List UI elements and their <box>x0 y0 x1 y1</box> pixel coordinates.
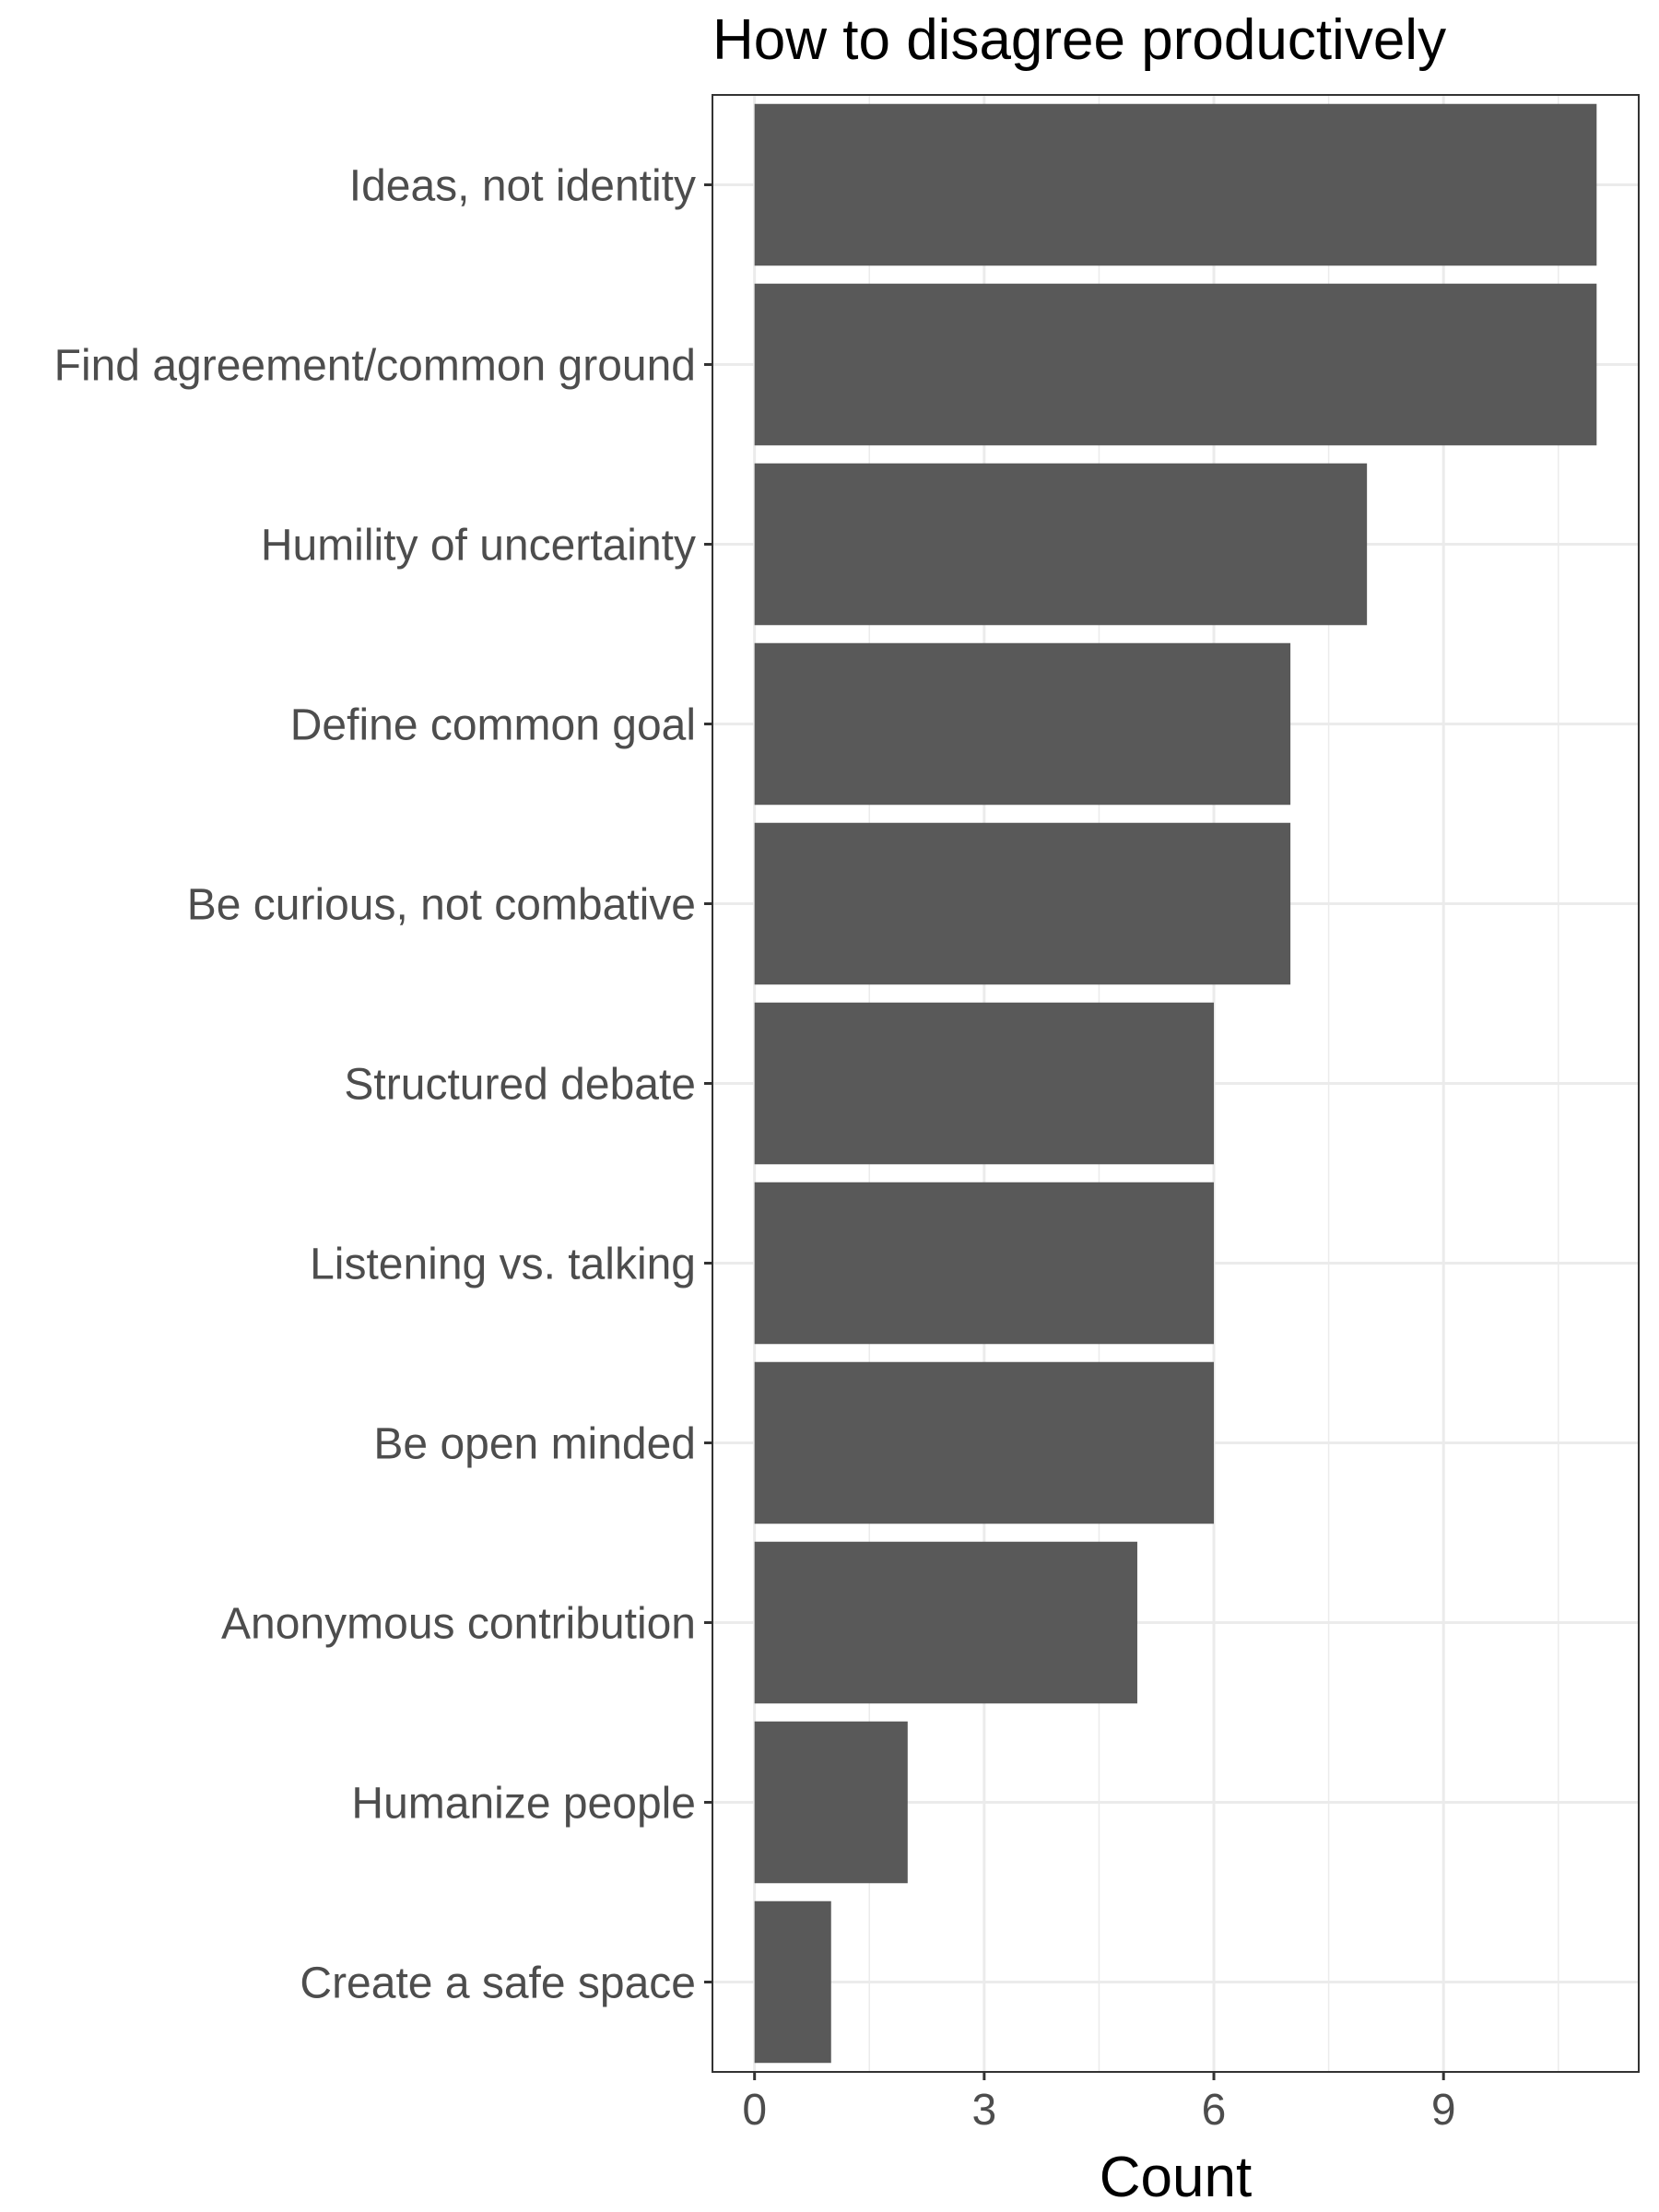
y-tick-label: Find agreement/common ground <box>54 342 696 391</box>
bar-anonymous-contribution <box>754 1541 1137 1704</box>
bar-be-open-minded <box>754 1361 1215 1524</box>
y-tick-label: Anonymous contribution <box>221 1600 696 1649</box>
bar-be-curious-not-combative <box>754 822 1291 985</box>
bar-listening-vs-talking <box>754 1182 1215 1345</box>
y-tick-label: Humility of uncertainty <box>261 522 696 571</box>
bar-define-common-goal <box>754 642 1291 806</box>
bar-structured-debate <box>754 1002 1215 1165</box>
x-axis-title: Count <box>1100 2146 1252 2209</box>
bar-humility-of-uncertainty <box>754 463 1368 626</box>
y-tick-label: Create a safe space <box>300 1959 696 2008</box>
y-tick-label: Listening vs. talking <box>310 1241 696 1289</box>
y-tick-label: Be open minded <box>373 1420 696 1469</box>
x-axis-ticks: 0 3 6 9 <box>742 2072 1456 2135</box>
y-axis-ticks: Ideas, not identity Find agreement/common… <box>54 162 712 2008</box>
y-tick-label: Be curious, not combative <box>187 881 696 930</box>
chart-title: How to disagree productively <box>712 8 1446 72</box>
bar-ideas-not-identity <box>754 103 1597 266</box>
x-tick-label: 9 <box>1431 2086 1456 2135</box>
bar-find-agreement-common-ground <box>754 283 1597 446</box>
bar-humanize-people <box>754 1721 908 1884</box>
x-tick-label: 0 <box>742 2086 767 2135</box>
y-tick-label: Humanize people <box>351 1780 696 1829</box>
x-tick-label: 6 <box>1202 2086 1227 2135</box>
y-tick-label: Structured debate <box>344 1061 696 1110</box>
bars <box>754 103 1597 2064</box>
bar-create-a-safe-space <box>754 1900 831 2064</box>
y-tick-label: Define common goal <box>290 701 696 750</box>
x-tick-label: 3 <box>972 2086 997 2135</box>
y-tick-label: Ideas, not identity <box>349 162 696 211</box>
